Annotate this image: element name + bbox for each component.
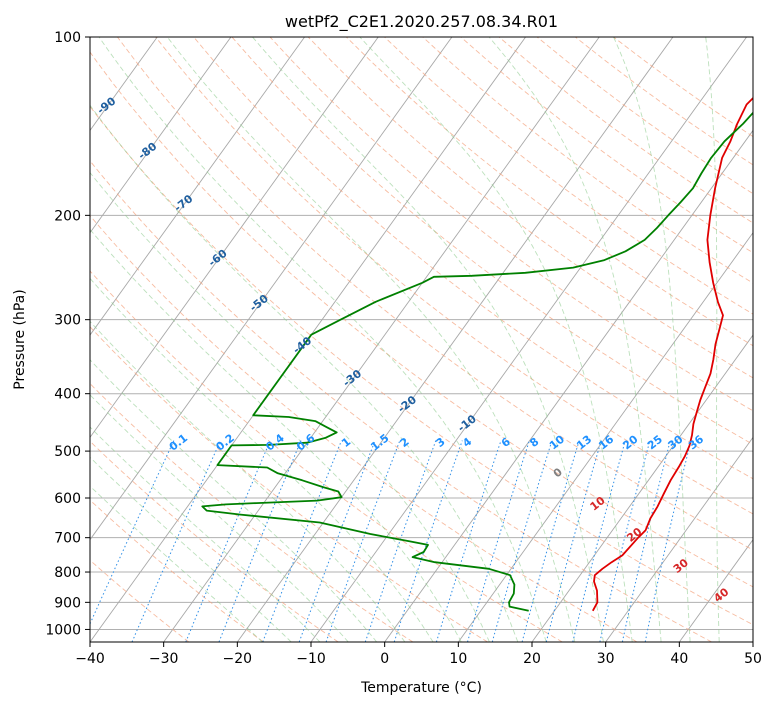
mixing-ratio-line — [185, 440, 271, 642]
mixing-ratio-line — [521, 440, 580, 642]
isotherm-line — [90, 37, 453, 541]
plot-background — [90, 37, 753, 642]
dry-adiabat-line — [193, 37, 753, 480]
isotherm-line — [457, 231, 753, 642]
dry-adiabat-line — [90, 160, 712, 642]
mixing-ratio-line — [621, 440, 671, 642]
isotherm-line — [384, 129, 753, 642]
moist-adiabat-line — [90, 359, 378, 642]
moist-adiabat-line — [488, 37, 662, 642]
profile-series — [201, 96, 753, 612]
temperature-line — [592, 96, 753, 612]
dry-adiabat-line — [231, 37, 753, 445]
isotherm-line — [90, 37, 232, 234]
mixing-ratio-line — [298, 440, 376, 642]
y-tick-label: 1000 — [45, 622, 81, 638]
x-tick-label: 0 — [380, 651, 389, 667]
mixing-ratio-line — [131, 440, 221, 642]
y-tick-label: 600 — [54, 491, 81, 507]
dry-adiabat-line — [90, 51, 753, 588]
moist-adiabat-line — [90, 320, 406, 642]
isotherm-line — [752, 641, 753, 642]
y-tick-label: 900 — [54, 595, 81, 611]
y-tick-label: 800 — [54, 565, 81, 581]
dry-adiabat-line — [90, 382, 414, 642]
isotherm-line — [90, 37, 379, 439]
moist-adiabat-line — [613, 37, 691, 642]
x-tick-label: −30 — [149, 651, 179, 667]
y-tick-label: 500 — [54, 444, 81, 460]
dry-adiabat-line — [345, 37, 753, 347]
skewed-isotherms — [0, 37, 753, 642]
dry-adiabat-line — [117, 37, 753, 551]
x-tick-label: −40 — [75, 651, 105, 667]
moist-adiabat-line — [90, 426, 321, 642]
isotherm-line — [0, 37, 10, 642]
plot-frame — [89, 36, 754, 643]
isotherm-line — [163, 37, 600, 642]
isotherm-line — [605, 436, 753, 642]
dry-adiabat-line — [90, 559, 190, 642]
x-tick-label: −10 — [296, 651, 326, 667]
mixing-ratio-lines — [90, 440, 692, 642]
moist-adiabat-line — [90, 394, 349, 642]
x-axis-title: Temperature (°C) — [360, 680, 482, 696]
y-axis: 100 200 300 400 500 600 700 800 900 1000 — [45, 30, 90, 638]
mixing-ratio-line — [599, 440, 651, 642]
x-tick-label: 40 — [670, 651, 688, 667]
mixing-ratio-line — [364, 440, 437, 642]
chart-title: wetPf2_C2E1.2020.257.08.34.R01 — [285, 12, 558, 32]
mixing-ratio-line — [491, 440, 553, 642]
moist-adiabat-line — [90, 277, 434, 642]
isotherm-line — [90, 37, 305, 336]
x-axis: −40 −30 −20 −10 0 10 20 30 40 50 — [75, 642, 762, 667]
x-tick-label: 30 — [597, 651, 615, 667]
mixing-ratio-line — [325, 440, 401, 642]
mixing-ratio-line — [435, 440, 502, 642]
moist-adiabat-line — [705, 37, 720, 642]
x-tick-label: 50 — [744, 651, 762, 667]
mixing-ratio-line — [467, 440, 530, 642]
isotherm-label: -100 — [49, 49, 79, 76]
dry-adiabat-line — [90, 270, 563, 642]
mixing-ratio-line — [545, 440, 602, 642]
isotherm-line — [531, 334, 753, 642]
mixing-ratio-line — [90, 440, 175, 625]
moist-adiabat-line — [90, 171, 490, 642]
pressure-gridlines — [90, 37, 753, 630]
x-tick-label: 10 — [449, 651, 467, 667]
dry-adiabat-line — [90, 105, 753, 626]
y-tick-label: 700 — [54, 531, 81, 547]
y-tick-label: 300 — [54, 313, 81, 329]
x-tick-label: −20 — [223, 651, 253, 667]
moist-adiabat-line — [359, 37, 633, 642]
y-tick-label: 100 — [54, 30, 81, 46]
x-tick-label: 20 — [523, 651, 541, 667]
plot-area: -100-90-80-70-60-50-40-30-20-100.1 0.2 0.4… — [0, 37, 753, 642]
moist-adiabat-line — [252, 37, 604, 642]
isotherm-line — [236, 37, 674, 642]
moist-adiabat-line — [166, 37, 576, 642]
moist-adiabat-line — [90, 228, 462, 642]
dry-adiabat-line — [384, 37, 753, 315]
moist-adiabat-line — [98, 37, 547, 642]
moist-adiabats — [90, 37, 720, 642]
y-axis-title: Pressure (hPa) — [12, 289, 28, 389]
dewpoint-line — [201, 111, 753, 612]
mixing-ratio-line — [644, 440, 692, 642]
isotherm-line — [678, 538, 753, 642]
y-tick-label: 200 — [54, 208, 81, 224]
y-tick-label: 400 — [54, 387, 81, 403]
mixing-ratio-line — [572, 440, 626, 642]
dry-adiabat-line — [422, 37, 753, 284]
moist-adiabat-line — [90, 104, 519, 642]
